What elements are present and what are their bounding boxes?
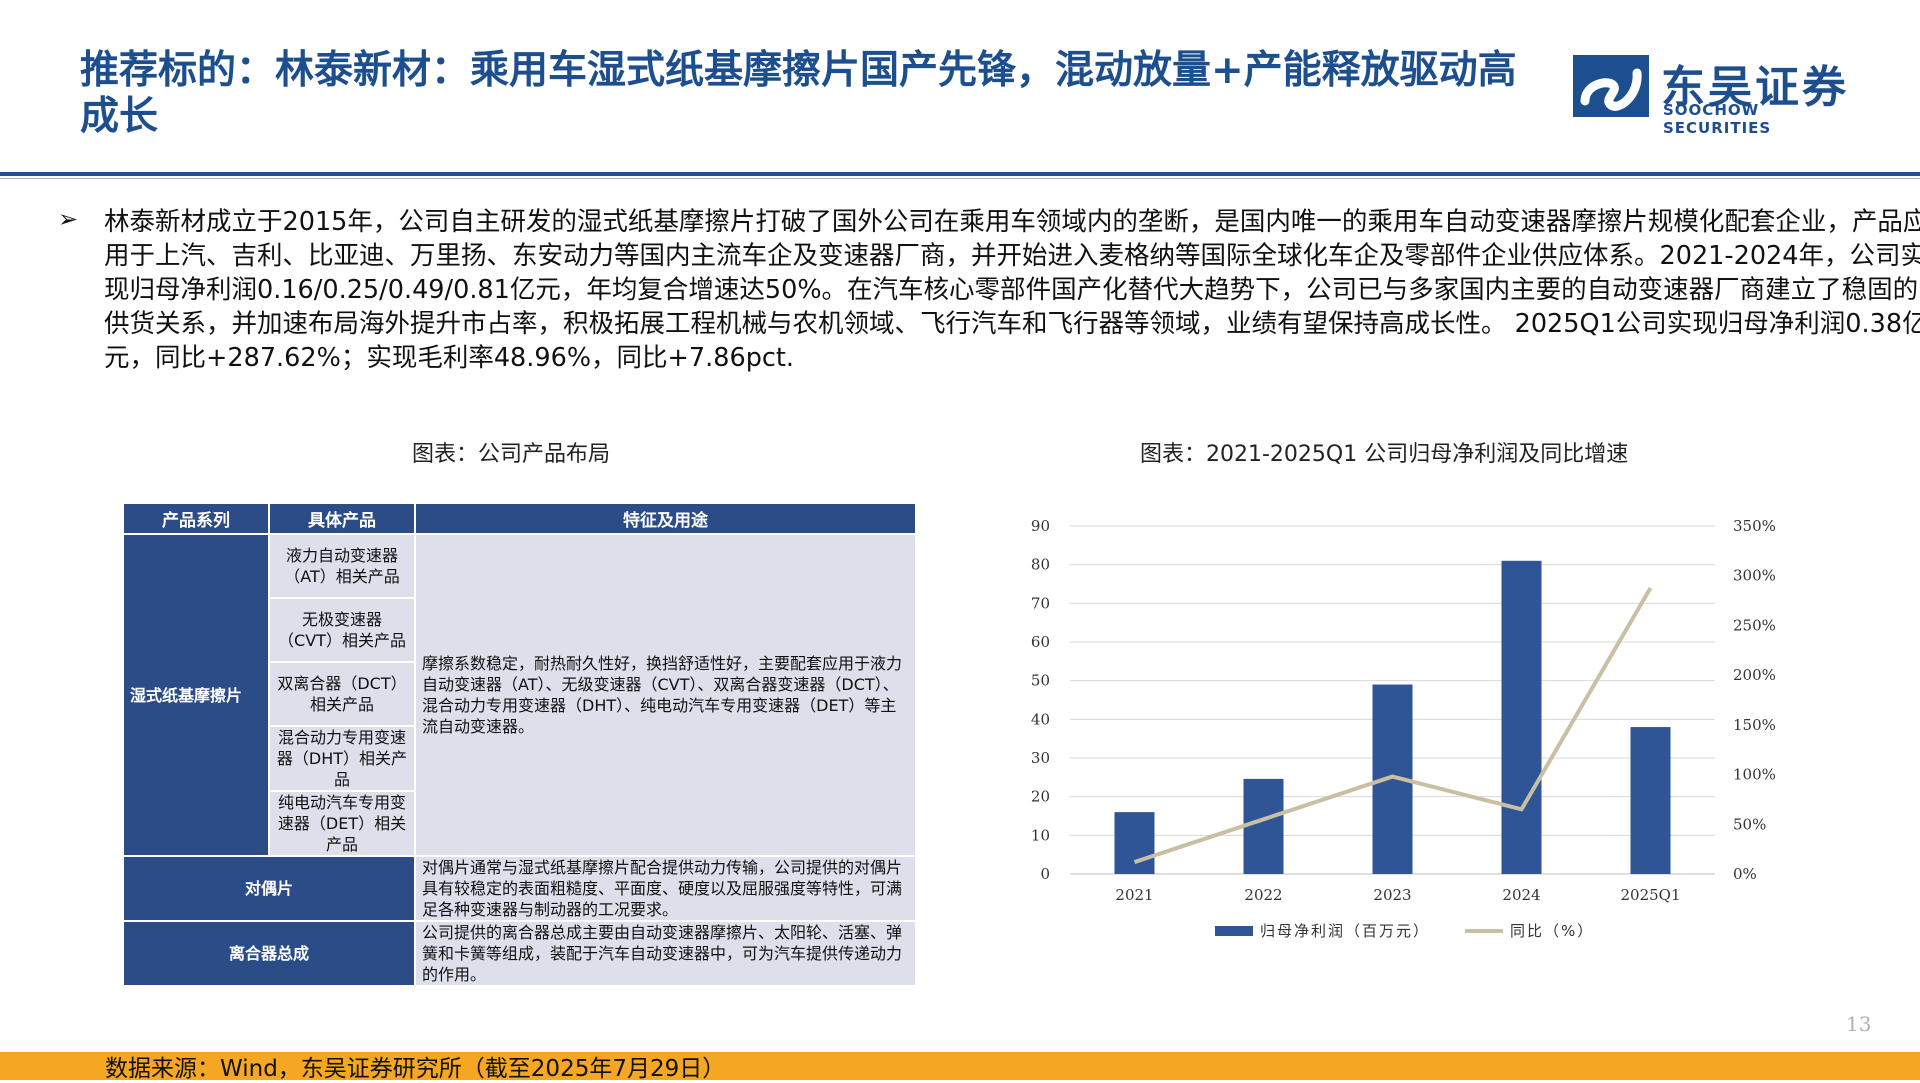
soochow-logo-icon xyxy=(1573,55,1649,117)
y-right-tick-label: 300% xyxy=(1733,567,1776,585)
y-left-tick-label: 50 xyxy=(1031,672,1050,690)
y-right-tick-label: 50% xyxy=(1733,815,1766,833)
description-cell: 公司提供的离合器总成主要由自动变速器摩擦片、太阳轮、活塞、弹簧和卡簧等组成，装配… xyxy=(414,920,917,987)
y-left-tick-label: 0 xyxy=(1040,865,1050,883)
y-right-tick-label: 200% xyxy=(1733,666,1776,684)
source-bar xyxy=(0,1052,1920,1080)
product-cell: 液力自动变速器（AT）相关产品 xyxy=(268,533,416,599)
x-tick-label: 2023 xyxy=(1373,886,1411,904)
table-header-cell: 产品系列 xyxy=(122,502,270,535)
y-left-tick-label: 60 xyxy=(1031,633,1050,651)
series-cell-wet: 湿式纸基摩擦片 xyxy=(122,533,270,857)
table-row: 离合器总成 公司提供的离合器总成主要由自动变速器摩擦片、太阳轮、活塞、弹簧和卡簧… xyxy=(122,920,917,987)
x-tick-label: 2022 xyxy=(1244,886,1282,904)
description-cell: 摩擦系数稳定，耐热耐久性好，换挡舒适性好，主要配套应用于液力自动变速器（AT）、… xyxy=(414,533,917,857)
table-row: 湿式纸基摩擦片 液力自动变速器（AT）相关产品 摩擦系数稳定，耐热耐久性好，换挡… xyxy=(122,533,917,857)
arrow-bullet-icon: ➢ xyxy=(58,205,79,233)
table-header-cell: 特征及用途 xyxy=(414,502,917,535)
page-title: 推荐标的：林泰新材：乘用车湿式纸基摩擦片国产先锋，混动放量+产能释放驱动高成长 xyxy=(80,48,1517,139)
company-logo: 东吴证券 SOOCHOW SECURITIES xyxy=(1573,55,1873,137)
product-cell: 无极变速器（CVT）相关产品 xyxy=(268,597,416,663)
source-note: 数据来源：Wind，东吴证券研究所（截至2025年7月29日） xyxy=(105,1056,726,1082)
y-right-tick-label: 150% xyxy=(1733,716,1776,734)
table-header-cell: 具体产品 xyxy=(268,502,416,535)
chart-caption: 图表：2021-2025Q1 公司归母净利润及同比增速 xyxy=(1140,442,1629,467)
legend-label: 同比（%） xyxy=(1510,922,1594,940)
table-row: 无极变速器（CVT）相关产品 xyxy=(123,597,916,663)
y-left-tick-label: 80 xyxy=(1031,556,1050,574)
bar xyxy=(1501,560,1542,874)
y-right-tick-label: 350% xyxy=(1733,517,1776,535)
y-left-tick-label: 10 xyxy=(1031,826,1050,844)
y-left-tick-label: 70 xyxy=(1031,594,1050,612)
table-row: 双离合器（DCT）相关产品 xyxy=(123,661,916,727)
profit-chart: 0 10 20 30 40 50 60 70 80 90 0% 50% 100% 150% 200% 250%… xyxy=(1031,517,1776,940)
series-cell-clutch: 离合器总成 xyxy=(122,920,416,987)
table-caption: 图表：公司产品布局 xyxy=(412,442,611,467)
page-number: 13 xyxy=(1846,1012,1872,1036)
x-tick-label: 2024 xyxy=(1502,886,1540,904)
table-row: 纯电动汽车专用变速器（DET）相关产品 xyxy=(123,790,916,857)
logo-english-text: SOOCHOW SECURITIES xyxy=(1663,101,1772,137)
y-right-tick-label: 100% xyxy=(1733,766,1776,784)
growth-line xyxy=(1133,587,1653,864)
summary-paragraph: 林泰新材成立于2015年，公司自主研发的湿式纸基摩擦片打破了国外公司在乘用车领域… xyxy=(104,207,1920,373)
bar xyxy=(1114,812,1155,874)
header-rule xyxy=(0,172,1920,176)
bar xyxy=(1630,727,1671,874)
x-tick-label: 2021 xyxy=(1115,886,1153,904)
product-cell: 双离合器（DCT）相关产品 xyxy=(268,661,416,727)
legend-swatch-bar xyxy=(1215,926,1253,936)
logo-chinese-text: 东吴证券 xyxy=(1661,62,1849,113)
y-left-tick-label: 90 xyxy=(1031,517,1050,535)
y-left-tick-label: 20 xyxy=(1031,788,1050,806)
table-header-row: 产品系列 具体产品 特征及用途 xyxy=(122,502,917,535)
y-left-tick-label: 40 xyxy=(1031,710,1050,728)
bar xyxy=(1243,778,1284,874)
y-right-tick-label: 0% xyxy=(1733,865,1757,883)
product-table: 产品系列 具体产品 特征及用途 湿式纸基摩擦片 液力自动变速器（AT）相关产品 … xyxy=(122,502,917,987)
x-tick-label: 2025Q1 xyxy=(1620,886,1680,904)
table-row: 混合动力专用变速器（DHT）相关产品 xyxy=(123,725,916,792)
y-left-tick-label: 30 xyxy=(1031,749,1050,767)
product-cell: 混合动力专用变速器（DHT）相关产品 xyxy=(268,725,416,792)
header-rule-thin xyxy=(0,178,1920,179)
y-right-tick-label: 250% xyxy=(1733,616,1776,634)
table-row: 对偶片 对偶片通常与湿式纸基摩擦片配合提供动力传输，公司提供的对偶片具有较稳定的… xyxy=(122,855,917,922)
description-cell: 对偶片通常与湿式纸基摩擦片配合提供动力传输，公司提供的对偶片具有较稳定的表面粗糙… xyxy=(414,855,917,922)
series-cell-dual: 对偶片 xyxy=(122,855,416,922)
legend-label: 归母净利润（百万元） xyxy=(1260,922,1430,940)
product-cell: 纯电动汽车专用变速器（DET）相关产品 xyxy=(268,790,416,857)
